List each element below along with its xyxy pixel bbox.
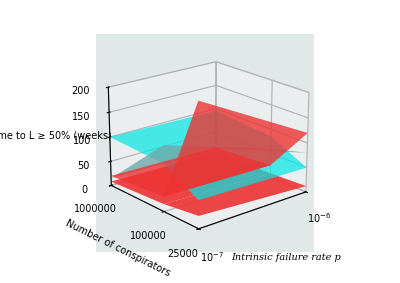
X-axis label: Intrinsic failure rate p: Intrinsic failure rate p: [232, 254, 341, 262]
Y-axis label: Number of conspirators: Number of conspirators: [64, 218, 172, 278]
